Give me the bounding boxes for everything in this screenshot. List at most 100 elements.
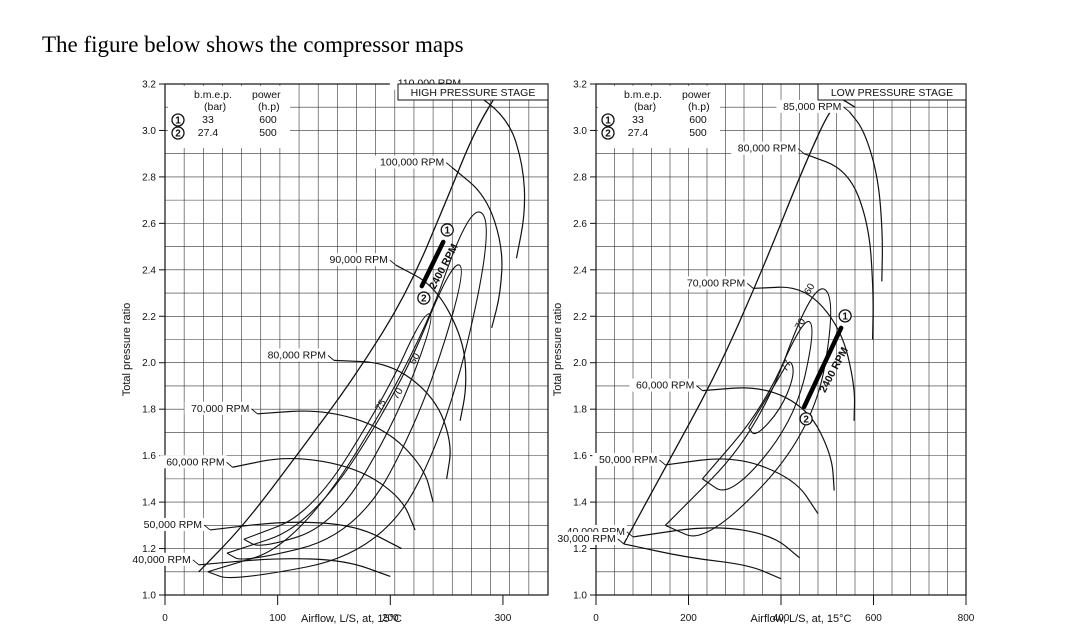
operating-marker-2: 2 — [799, 412, 813, 426]
y-tick-label: 2.0 — [573, 358, 587, 369]
x-axis-label: Airflow, L/S, at, 15°C — [751, 613, 852, 625]
y-tick-label: 2.2 — [142, 312, 156, 323]
speed-label-leader — [203, 524, 211, 531]
speed-label-bg — [184, 401, 252, 415]
speed-label-bg — [260, 348, 328, 362]
speed-label: 90,000 RPM — [330, 254, 388, 266]
y-tick-label: 1.0 — [142, 591, 156, 602]
speed-label-bg — [731, 141, 799, 155]
operating-line — [801, 325, 844, 410]
speed-line — [753, 286, 856, 421]
marker-circle — [838, 309, 852, 323]
operating-marker-1: 1 — [440, 223, 454, 237]
x-axis-label: Airflow, L/S, at, 15°C — [301, 613, 402, 625]
legend-power: 500 — [259, 127, 277, 139]
speed-label-leader — [226, 461, 233, 468]
surge-line — [198, 83, 504, 573]
legend-bg — [598, 86, 720, 148]
legend-power: 500 — [689, 127, 707, 139]
plot-frame — [164, 83, 549, 596]
y-tick-label: 2.4 — [142, 265, 156, 276]
legend: b.m.e.p. power (bar) (h.p) 1 33 600 2 27.4 500 — [168, 86, 290, 148]
y-tick-label: 2.8 — [142, 172, 156, 183]
speed-label-leader — [192, 559, 200, 566]
x-tick-label: 800 — [958, 613, 975, 624]
speed-line — [665, 458, 819, 515]
marker-circle — [799, 412, 813, 426]
speed-label: 85,000 RPM — [783, 101, 841, 113]
speed-line — [257, 410, 434, 503]
x-tick-label: 600 — [865, 613, 882, 624]
legend-power: 600 — [259, 114, 277, 126]
legend-header-power: power — [252, 89, 281, 101]
speed-label-bg — [776, 99, 844, 113]
speed-label: 50,000 RPM — [599, 454, 657, 466]
speed-label: 80,000 RPM — [268, 349, 326, 361]
speed-label-leader — [251, 408, 258, 415]
chart-panel-2: 1.0 1.2 1.4 1.6 1.8 2.0 2.2 2.4 2.6 2.8 3.0 3.2 0 200… — [550, 80, 975, 625]
speed-line — [803, 153, 874, 340]
speed-label-bg — [550, 531, 618, 545]
legend-marker: 1 — [171, 113, 185, 127]
title-box — [397, 83, 549, 101]
speed-label-bg — [137, 517, 205, 531]
x-tick-label: 0 — [162, 613, 168, 624]
speed-label: 70,000 RPM — [191, 403, 249, 415]
speed-label: 30,000 RPM — [557, 533, 615, 545]
speed-label-bg — [322, 253, 390, 267]
speed-line — [333, 359, 451, 479]
y-tick-label: 2.6 — [573, 219, 587, 230]
legend-header-bmep: b.m.e.p. — [624, 89, 662, 101]
speed-label-leader — [389, 259, 397, 266]
efficiency-island-60 — [664, 288, 832, 537]
speed-label: 80,000 RPM — [738, 143, 796, 155]
legend-bmep: 33 — [202, 114, 214, 126]
speed-line — [232, 457, 416, 531]
marker-number: 1 — [444, 225, 450, 236]
speed-label-bg — [629, 378, 697, 392]
efficiency-island-60 — [207, 211, 487, 579]
marker-circle — [417, 291, 431, 305]
marker-number: 2 — [803, 414, 809, 425]
operating-marker-1: 1 — [838, 309, 852, 323]
speed-label-leader — [797, 148, 805, 155]
y-tick-label: 2.0 — [142, 358, 156, 369]
operating-marker-2: 2 — [417, 291, 431, 305]
y-tick-label: 2.2 — [573, 312, 587, 323]
marker-number: 2 — [421, 294, 427, 305]
x-tick-label: 300 — [495, 613, 512, 624]
speed-line — [198, 558, 391, 577]
y-tick-label: 1.4 — [573, 498, 587, 509]
y-axis-label: Total pressure ratio — [552, 303, 564, 397]
marker-number: 2 — [175, 129, 181, 140]
x-tick-label: 200 — [382, 613, 399, 624]
chart-title: LOW PRESSURE STAGE — [831, 87, 953, 99]
legend-unit-bmep: (bar) — [634, 101, 656, 113]
speed-label: 50,000 RPM — [144, 519, 202, 531]
marker-circle — [171, 113, 185, 127]
y-tick-label: 2.6 — [142, 219, 156, 230]
y-tick-label: 1.2 — [573, 544, 587, 555]
efficiency-label: 60 — [408, 351, 423, 367]
legend-header-power: power — [682, 89, 711, 101]
y-tick-label: 3.2 — [142, 80, 156, 91]
surge-line — [623, 99, 856, 545]
speed-line — [395, 264, 467, 421]
legend-bg — [168, 86, 290, 148]
x-tick-label: 100 — [269, 613, 286, 624]
speed-label-bg — [372, 155, 447, 169]
speed-label-leader — [626, 531, 634, 538]
speed-line — [848, 111, 883, 282]
legend-marker: 2 — [601, 126, 615, 140]
page-heading: The figure below shows the compressor ma… — [42, 32, 464, 57]
marker-circle — [601, 126, 615, 140]
operating-line — [419, 239, 446, 289]
x-tick-label: 400 — [773, 613, 790, 624]
speed-label: 60,000 RPM — [166, 456, 224, 468]
marker-number: 2 — [605, 129, 611, 140]
speed-label-leader — [843, 106, 850, 113]
chart-title: HIGH PRESSURE STAGE — [411, 87, 536, 99]
y-tick-label: 3.0 — [573, 126, 587, 137]
y-tick-label: 1.6 — [573, 451, 587, 462]
legend-header-bmep: b.m.e.p. — [194, 89, 232, 101]
